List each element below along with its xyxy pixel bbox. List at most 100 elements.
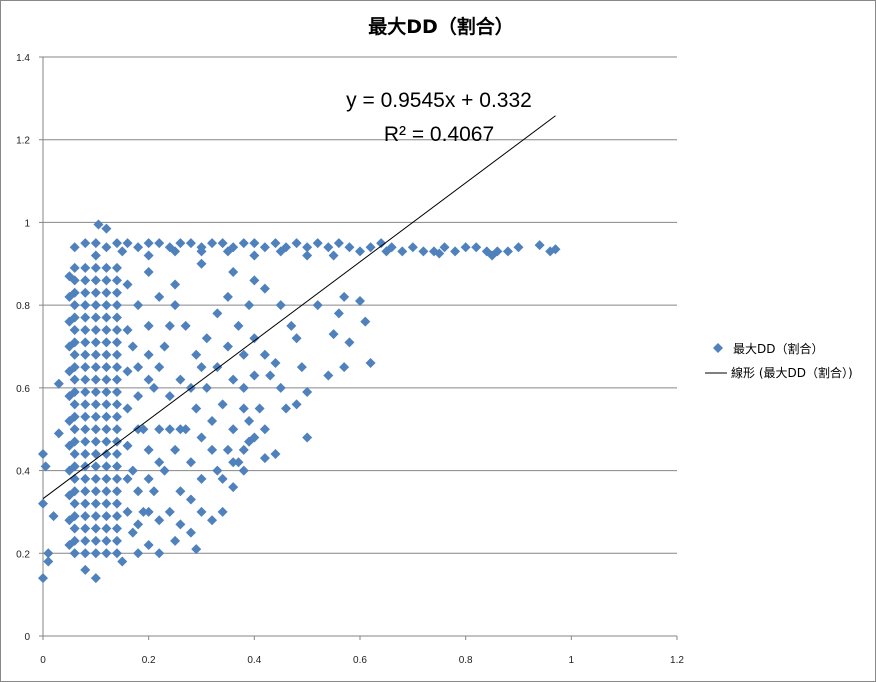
data-point bbox=[111, 312, 122, 323]
data-point bbox=[80, 374, 91, 385]
data-point bbox=[450, 246, 461, 257]
y-tick-label: 0 bbox=[24, 632, 30, 643]
data-point bbox=[460, 242, 471, 253]
data-point bbox=[439, 242, 450, 253]
data-point bbox=[228, 374, 239, 385]
data-point bbox=[222, 444, 233, 455]
data-point bbox=[217, 238, 228, 249]
data-point bbox=[80, 287, 91, 298]
data-point bbox=[148, 382, 159, 393]
data-point bbox=[296, 362, 307, 373]
data-point bbox=[249, 333, 260, 344]
legend-marker-diamond bbox=[713, 343, 723, 353]
data-point bbox=[122, 403, 133, 414]
data-point bbox=[196, 258, 207, 269]
data-point bbox=[69, 242, 80, 253]
data-point bbox=[143, 250, 154, 261]
data-point bbox=[270, 358, 281, 369]
data-point bbox=[101, 411, 112, 422]
data-point bbox=[175, 519, 186, 530]
data-point bbox=[64, 490, 75, 501]
data-point bbox=[101, 436, 112, 447]
data-point bbox=[302, 250, 313, 261]
data-point bbox=[101, 535, 112, 546]
data-point bbox=[90, 486, 101, 497]
data-point bbox=[111, 300, 122, 311]
data-point bbox=[249, 250, 260, 261]
data-point bbox=[43, 548, 54, 559]
data-point bbox=[180, 424, 191, 435]
data-point bbox=[286, 320, 297, 331]
data-point bbox=[228, 457, 239, 468]
data-point bbox=[196, 432, 207, 443]
data-point bbox=[80, 262, 91, 273]
data-point bbox=[38, 498, 48, 509]
data-point bbox=[344, 242, 355, 253]
data-point bbox=[471, 242, 482, 253]
y-tick-label: 0.2 bbox=[16, 549, 30, 560]
data-point bbox=[185, 527, 196, 538]
data-point bbox=[111, 337, 122, 348]
data-point bbox=[133, 300, 144, 311]
trendline-equation: y = 0.9545x + 0.332 bbox=[346, 89, 532, 112]
data-point bbox=[265, 370, 276, 381]
data-point bbox=[122, 279, 133, 290]
x-tick-label: 1 bbox=[569, 655, 575, 666]
data-point bbox=[101, 312, 112, 323]
data-point bbox=[69, 424, 80, 435]
data-point bbox=[90, 324, 101, 335]
data-point bbox=[64, 291, 75, 302]
data-point bbox=[143, 540, 154, 551]
data-point bbox=[90, 312, 101, 323]
data-point bbox=[101, 461, 112, 472]
data-point bbox=[164, 506, 175, 517]
data-point bbox=[244, 415, 255, 426]
data-point bbox=[111, 461, 122, 472]
data-point bbox=[111, 374, 122, 385]
data-point bbox=[302, 242, 313, 253]
data-point bbox=[143, 267, 154, 278]
data-point bbox=[101, 374, 112, 385]
y-tick-label: 0.6 bbox=[16, 384, 30, 395]
data-point bbox=[69, 300, 80, 311]
x-tick-label: 0.6 bbox=[353, 655, 367, 666]
data-point bbox=[328, 250, 339, 261]
data-point bbox=[217, 399, 228, 410]
data-point bbox=[101, 362, 112, 373]
y-tick-label: 0.8 bbox=[16, 301, 30, 312]
x-tick-label: 0.8 bbox=[459, 655, 473, 666]
data-point bbox=[159, 341, 170, 352]
data-point bbox=[302, 386, 313, 397]
data-point bbox=[69, 374, 80, 385]
data-point bbox=[191, 403, 202, 414]
data-point bbox=[133, 424, 144, 435]
data-point bbox=[143, 320, 154, 331]
data-point bbox=[249, 370, 260, 381]
data-point bbox=[275, 246, 286, 257]
data-point bbox=[201, 333, 212, 344]
data-point bbox=[355, 246, 365, 257]
data-point bbox=[355, 296, 365, 307]
data-point bbox=[191, 349, 202, 360]
data-point bbox=[90, 262, 101, 273]
data-point bbox=[154, 515, 165, 526]
data-point bbox=[185, 494, 196, 505]
legend-trendline-label: 線形 (最大DD（割合）) bbox=[731, 365, 853, 380]
data-point bbox=[196, 246, 207, 257]
data-point bbox=[90, 473, 101, 484]
trendline-r2: R² = 0.4067 bbox=[384, 123, 494, 146]
data-point bbox=[90, 399, 101, 410]
data-point bbox=[333, 238, 344, 249]
data-point bbox=[360, 316, 371, 327]
data-point bbox=[122, 440, 133, 451]
data-point bbox=[101, 523, 112, 534]
data-point bbox=[64, 366, 75, 377]
data-point bbox=[64, 391, 75, 402]
data-point bbox=[270, 238, 281, 249]
data-point bbox=[513, 242, 524, 253]
data-point bbox=[175, 486, 186, 497]
data-point bbox=[101, 262, 112, 273]
data-point bbox=[43, 556, 54, 567]
y-tick-label: 1.4 bbox=[16, 53, 30, 64]
data-point bbox=[365, 358, 376, 369]
